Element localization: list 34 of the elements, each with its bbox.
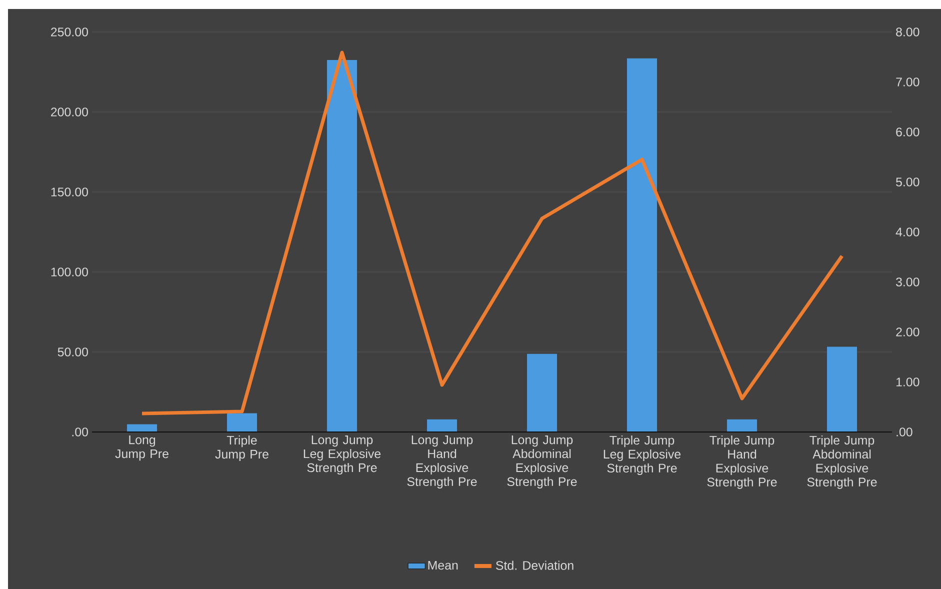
bar (727, 419, 758, 432)
y2-tick-label: 1.00 (896, 378, 920, 386)
bar (327, 60, 358, 432)
y-tick-label: 250.00 (51, 28, 88, 36)
x-tick-label: Long Jump Hand Explosive Strength Pre (407, 436, 477, 488)
x-tick-label: Triple Jump Pre (215, 436, 268, 462)
y2-tick-label: 4.00 (896, 228, 920, 236)
bar (827, 346, 858, 432)
y-tick-label: 100.00 (51, 268, 88, 276)
bar (427, 419, 458, 432)
line-series (140, 50, 844, 416)
bar (627, 58, 658, 432)
y2-tick-label: 6.00 (896, 128, 920, 136)
x-tick-label: Long Jump Leg Explosive Strength Pre (304, 436, 381, 475)
x-tick-label: Triple Jump Leg Explosive Strength Pre (604, 436, 681, 476)
y-tick-label: 200.00 (51, 108, 88, 116)
legend-label: Mean (428, 560, 458, 570)
y2-tick-label: 5.00 (896, 178, 920, 186)
y2-tick-label: .00 (896, 428, 912, 436)
x-tick-label: Triple Jump Abdominal Explosive Strength Pre (807, 436, 877, 489)
x-tick-label: Long Jump Abdominal Explosive Strength Pre (507, 436, 577, 488)
y2-tick-label: 3.00 (896, 278, 920, 286)
x-tick-label: Triple Jump Hand Explosive Strength Pre (707, 436, 777, 489)
x-tick-label: Long Jump Pre (115, 436, 168, 461)
y2-tick-label: 2.00 (896, 328, 920, 336)
bar (227, 413, 258, 432)
bar (527, 354, 558, 432)
y-tick-label: 150.00 (51, 188, 88, 196)
y-tick-label: 50.00 (58, 348, 88, 356)
bar (127, 424, 158, 432)
y2-tick-label: 8.00 (896, 28, 920, 36)
legend-label: Std. Deviation (496, 560, 574, 570)
y-tick-label: .00 (72, 428, 88, 436)
y2-tick-label: 7.00 (896, 78, 920, 86)
